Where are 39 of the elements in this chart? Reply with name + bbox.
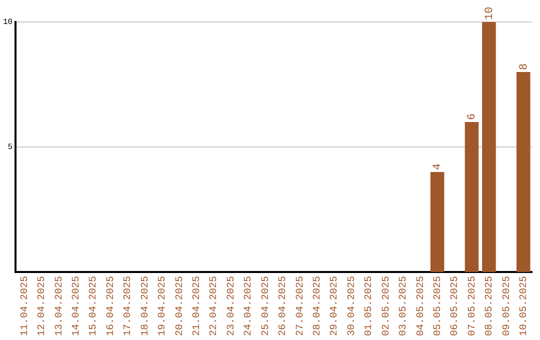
data-label: 6	[466, 113, 479, 120]
data-label: 10	[484, 6, 496, 20]
x-tick-label: 11.04.2025	[20, 276, 31, 336]
x-tick-label: 14.04.2025	[71, 276, 82, 336]
y-tick-label: 5	[8, 143, 13, 152]
bar	[464, 122, 479, 272]
x-tick-label: 19.04.2025	[158, 276, 169, 336]
x-tick-label: 04.05.2025	[416, 276, 427, 336]
x-tick-label: 02.05.2025	[381, 276, 392, 336]
x-tick-label: 20.04.2025	[174, 276, 186, 336]
data-label: 8	[518, 63, 530, 70]
x-tick-label: 09.05.2025	[502, 276, 513, 336]
x-tick-label: 17.04.2025	[123, 276, 134, 336]
x-tick-label: 30.04.2025	[346, 276, 358, 336]
x-tick-label: 07.05.2025	[467, 276, 478, 336]
x-tick-label: 23.04.2025	[226, 276, 238, 336]
x-tick-label: 13.04.2025	[54, 276, 66, 336]
x-tick-label: 21.04.2025	[192, 276, 203, 336]
x-tick-label: 28.04.2025	[312, 276, 324, 336]
x-tick-label: 10.05.2025	[519, 276, 530, 336]
data-label: 4	[432, 162, 444, 170]
bar	[430, 172, 444, 272]
x-tick-label: 18.04.2025	[140, 276, 152, 336]
x-tick-label: 16.04.2025	[106, 276, 117, 336]
bar	[482, 22, 496, 272]
x-tick-label: 22.04.2025	[209, 276, 220, 336]
x-tick-label: 08.05.2025	[484, 276, 496, 336]
x-tick-label: 01.05.2025	[364, 276, 376, 336]
x-tick-label: 12.04.2025	[37, 276, 48, 336]
x-tick-label: 06.05.2025	[450, 276, 462, 336]
x-tick-label: 05.05.2025	[432, 276, 444, 336]
bar	[516, 72, 530, 272]
x-tick-label: 27.04.2025	[295, 276, 306, 336]
x-tick-label: 26.04.2025	[278, 276, 290, 336]
x-tick-label: 29.04.2025	[330, 276, 341, 336]
x-tick-label: 24.04.2025	[244, 276, 255, 336]
x-tick-label: 25.04.2025	[260, 276, 272, 336]
x-tick-label: 03.05.2025	[398, 276, 410, 336]
x-tick-label: 15.04.2025	[88, 276, 100, 336]
